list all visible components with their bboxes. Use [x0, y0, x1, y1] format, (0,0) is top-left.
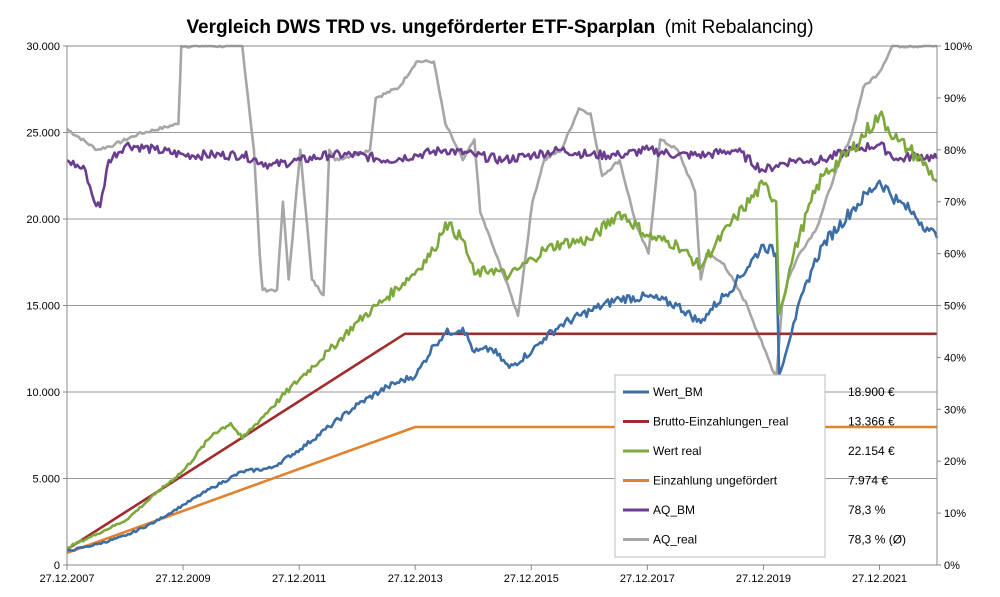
x-tick-label: 27.12.2013 [388, 573, 443, 585]
legend-box [614, 374, 826, 558]
x-tick-label: 27.12.2007 [39, 573, 94, 585]
legend-label: Brutto-Einzahlungen_real [653, 415, 788, 429]
y-left-tick-label: 30.000 [26, 41, 60, 53]
x-tick-label: 27.12.2011 [272, 573, 326, 585]
y-right-tick-label: 0% [944, 560, 960, 572]
y-right-tick-label: 40% [944, 352, 966, 364]
y-right-tick-label: 50% [944, 301, 966, 313]
chart-title-main: Vergleich DWS TRD vs. ungeförderter ETF-… [186, 17, 655, 38]
chart-title-suffix: (mit Rebalancing) [665, 17, 814, 38]
y-left-tick-label: 5.000 [32, 474, 60, 486]
y-left-tick-label: 25.000 [26, 128, 60, 140]
legend-value: 18.900 € [848, 385, 895, 399]
y-right-tick-label: 30% [944, 404, 966, 416]
y-right-tick-label: 60% [944, 249, 966, 261]
legend-value: 13.366 € [848, 415, 895, 429]
series-line-wert-real [66, 110, 938, 549]
legend-value: 78,3 % (Ø) [848, 533, 906, 547]
series-line-aq-bm [66, 141, 939, 209]
y-right-tick-label: 100% [944, 41, 972, 53]
y-right-tick-label: 10% [944, 508, 966, 520]
legend-label: Wert_BM [653, 385, 703, 399]
y-right-tick-label: 70% [944, 197, 966, 209]
y-left-tick-label: 15.000 [26, 301, 60, 313]
y-right-tick-label: 80% [944, 145, 966, 157]
x-tick-label: 27.12.2009 [156, 573, 211, 585]
legend-label: Einzahlung ungefördert [653, 474, 778, 488]
series-line-wert-bm [66, 179, 939, 553]
legend-label: Wert real [653, 444, 701, 458]
legend-label: AQ_BM [653, 503, 695, 517]
legend-label: AQ_real [653, 533, 697, 547]
y-left-tick-label: 0 [54, 560, 60, 572]
chart-title: Vergleich DWS TRD vs. ungeförderter ETF-… [186, 17, 813, 38]
y-left-tick-label: 10.000 [26, 387, 60, 399]
y-axis-left: 0 5.000 10.000 15.000 20.000 25.000 30.000 [26, 41, 67, 572]
x-tick-label: 27.12.2017 [620, 573, 675, 585]
y-right-tick-label: 20% [944, 456, 966, 468]
legend-value: 22.154 € [848, 444, 895, 458]
x-tick-label: 27.12.2021 [852, 573, 907, 585]
y-axis-right: 0% 10% 20% 30% 40% 50% 60% 70% 80% 90% 100% [937, 41, 972, 572]
legend-value: 78,3 % [848, 503, 886, 517]
legend-value: 7.974 € [848, 474, 888, 488]
x-axis: 27.12.2007 27.12.2009 27.12.2011 27.12.2013… [39, 565, 907, 585]
x-tick-label: 27.12.2015 [504, 573, 559, 585]
legend: Wert_BM 18.900 € Brutto-Einzahlungen_real 1… [614, 374, 906, 558]
y-left-tick-label: 20.000 [26, 214, 60, 226]
x-tick-label: 27.12.2019 [736, 573, 791, 585]
series-line-brutto-einzahlungen-real [66, 332, 937, 551]
y-right-tick-label: 90% [944, 93, 966, 105]
